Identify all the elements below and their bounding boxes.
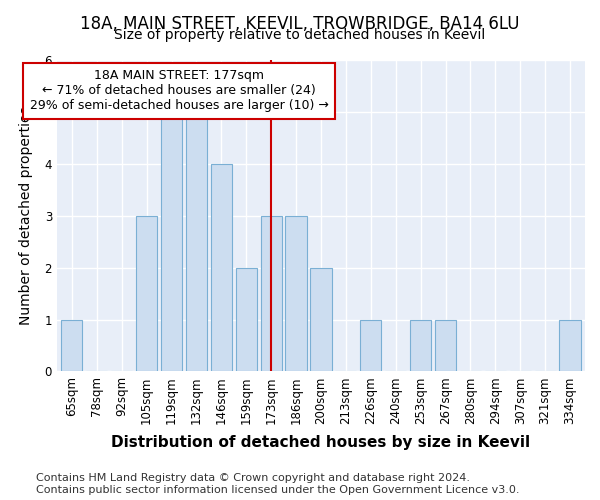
Text: 18A, MAIN STREET, KEEVIL, TROWBRIDGE, BA14 6LU: 18A, MAIN STREET, KEEVIL, TROWBRIDGE, BA…: [80, 15, 520, 33]
Bar: [360, 320, 382, 372]
Bar: [310, 268, 332, 372]
Bar: [186, 112, 207, 372]
Bar: [559, 320, 581, 372]
Y-axis label: Number of detached properties: Number of detached properties: [19, 106, 34, 325]
Bar: [260, 216, 282, 372]
Bar: [211, 164, 232, 372]
X-axis label: Distribution of detached houses by size in Keevil: Distribution of detached houses by size …: [112, 435, 530, 450]
Bar: [236, 268, 257, 372]
Bar: [136, 216, 157, 372]
Text: Contains HM Land Registry data © Crown copyright and database right 2024.
Contai: Contains HM Land Registry data © Crown c…: [36, 474, 520, 495]
Bar: [286, 216, 307, 372]
Text: 18A MAIN STREET: 177sqm
← 71% of detached houses are smaller (24)
29% of semi-de: 18A MAIN STREET: 177sqm ← 71% of detache…: [29, 70, 328, 112]
Bar: [61, 320, 82, 372]
Bar: [410, 320, 431, 372]
Bar: [161, 112, 182, 372]
Text: Size of property relative to detached houses in Keevil: Size of property relative to detached ho…: [115, 28, 485, 42]
Bar: [435, 320, 456, 372]
